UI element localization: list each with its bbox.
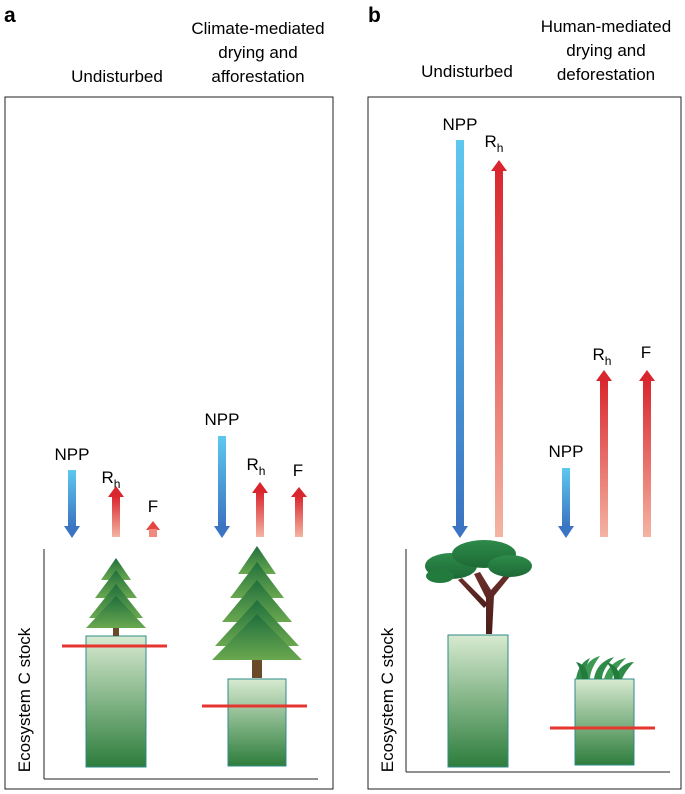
npp-arrow-b2 — [558, 468, 574, 538]
column-label-undisturbed-a: Undisturbed — [71, 67, 163, 86]
acacia-tree-icon — [425, 540, 532, 634]
svg-text:Rh: Rh — [247, 455, 266, 478]
npp-arrow-b1 — [452, 140, 468, 538]
rh-label-b2: R — [593, 345, 605, 364]
rh-arrow-b1 — [491, 160, 507, 537]
stock-bar-b1 — [447, 634, 509, 768]
rh-label-a2: R — [247, 455, 259, 474]
f-arrow-a1 — [146, 521, 160, 537]
rh-arrow-a2 — [252, 482, 268, 537]
column-label-climate-line3: afforestation — [211, 67, 304, 86]
panel-b-frame — [367, 96, 682, 790]
stock-bar-a1 — [85, 635, 147, 768]
column-label-undisturbed-b: Undisturbed — [421, 62, 513, 81]
panel-b: b Undisturbed Human-mediated drying and … — [367, 4, 682, 790]
rh-label-a1: R — [102, 468, 114, 487]
column-label-climate-line2: drying and — [218, 43, 297, 62]
npp-arrow-a2 — [214, 436, 230, 538]
panel-a-frame — [4, 96, 334, 790]
panel-letter-b: b — [368, 4, 381, 27]
f-arrow-b2 — [639, 370, 655, 537]
grass-icon — [576, 656, 634, 679]
rh-subscript-a2: h — [259, 464, 266, 478]
column-label-human-line3: deforestation — [557, 65, 655, 84]
npp-label-a2: NPP — [205, 410, 240, 429]
rh-subscript-b2: h — [605, 354, 612, 368]
stock-bar-b2 — [574, 678, 635, 766]
rh-label-b1: R — [485, 132, 497, 151]
svg-text:Rh: Rh — [593, 345, 612, 368]
column-label-climate-line1: Climate-mediated — [191, 19, 324, 38]
rh-subscript-a1: h — [114, 477, 121, 491]
panel-letter-a: a — [4, 4, 16, 27]
f-label-a2: F — [293, 461, 303, 480]
svg-text:Rh: Rh — [102, 468, 121, 491]
small-conifer-icon — [86, 558, 146, 636]
f-label-b2: F — [641, 343, 651, 362]
large-conifer-icon — [212, 546, 302, 678]
npp-label-b2: NPP — [549, 442, 584, 461]
column-label-human-line1: Human-mediated — [541, 17, 671, 36]
panel-b-y-axis-label: Ecosystem C stock — [378, 627, 397, 772]
rh-arrow-b2 — [596, 370, 612, 537]
npp-arrow-a1 — [64, 470, 80, 538]
svg-text:Rh: Rh — [485, 132, 504, 155]
column-label-human-line2: drying and — [566, 41, 645, 60]
panel-a: a Undisturbed Climate-mediated drying an… — [4, 4, 334, 790]
stock-bar-a2 — [227, 678, 287, 767]
npp-label-a1: NPP — [55, 445, 90, 464]
npp-label-b1: NPP — [443, 115, 478, 134]
f-arrow-a2 — [291, 487, 307, 537]
f-label-a1: F — [148, 497, 158, 516]
rh-arrow-a1 — [108, 486, 124, 537]
rh-subscript-b1: h — [497, 141, 504, 155]
panel-a-y-axis-label: Ecosystem C stock — [15, 627, 34, 772]
